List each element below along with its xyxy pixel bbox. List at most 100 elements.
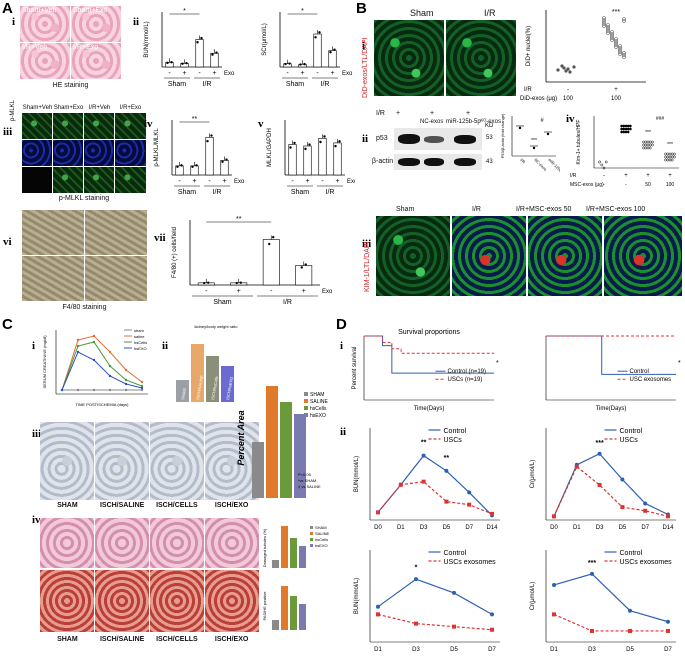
- chart-bun-exos: BUN(mmol/L) D1 D3 D5 D7 Control USCs exosomes *: [354, 550, 500, 653]
- dose-2: 100: [611, 96, 622, 102]
- tick-label: -: [321, 178, 324, 185]
- tick-label: +: [302, 288, 306, 295]
- data-point: [629, 124, 632, 128]
- series-line: [377, 454, 493, 516]
- chart-survival-exos: Time(Days) Control USC exosomes *: [545, 335, 681, 412]
- data-point: [597, 451, 602, 456]
- tick-label: -: [168, 70, 171, 77]
- series-line: [377, 613, 493, 631]
- data-point: [644, 146, 648, 150]
- row-msc: MSC-exos (μg): [570, 182, 604, 188]
- kim-image-ir: [452, 216, 526, 296]
- group-label-ir: I/R: [213, 189, 222, 196]
- x-axis-label: TIME POSTISCHEMIA (days): [76, 402, 130, 407]
- data-point: [323, 135, 326, 138]
- scatter-point: [614, 39, 618, 43]
- data-point: [376, 612, 380, 617]
- data-point: [181, 62, 184, 65]
- sig-mark: *: [183, 8, 186, 15]
- x-tick-label: D0: [550, 525, 558, 531]
- data-point: [673, 155, 676, 159]
- note: ‡ vs SALINE: [298, 484, 321, 489]
- red-image-saline: [95, 570, 149, 632]
- legend-swatch: [310, 532, 313, 535]
- mlkl-col-2: Sham+Exo: [53, 105, 84, 111]
- legend-label: Control (n=19): [448, 369, 487, 375]
- data-point: [666, 158, 670, 162]
- data-point: [628, 628, 632, 633]
- red-image-cells: [150, 570, 204, 632]
- scatter-point: [622, 55, 626, 59]
- sig-hash: ###: [656, 116, 665, 122]
- tick-label: -: [316, 70, 319, 77]
- data-point: [300, 266, 303, 269]
- legend-label: Control: [620, 550, 643, 557]
- data-point: [624, 127, 628, 131]
- series-line: [553, 453, 669, 517]
- data-point: [225, 158, 228, 161]
- sig-mark: *: [678, 360, 681, 367]
- x-tick-label: I/R: [519, 157, 526, 164]
- sublabel-c-ii: ii: [162, 340, 169, 352]
- chart-did-nuclei: DiD+ nuclei(%) *** I/R - + DiD-exos (μg) 100 10…: [520, 9, 646, 102]
- x-tick-label: D7: [465, 525, 473, 531]
- note: P<0.05: [298, 472, 312, 477]
- data-point: [670, 155, 674, 159]
- legend-label: USC exosomes: [630, 377, 672, 383]
- msc-dose: 50: [645, 182, 651, 188]
- legend-label: USCs (n=19): [448, 377, 483, 383]
- data-point: [490, 511, 494, 516]
- data-point: [268, 242, 271, 246]
- group-label-sham: Sham: [168, 81, 186, 88]
- kim-image-ir-50: [528, 216, 602, 296]
- bar-label: SHAM: [180, 388, 187, 400]
- series-line: [61, 341, 143, 391]
- x-tick-label: miR-125b-5pᴷᴼ-exos: [547, 157, 560, 186]
- series-line: [377, 481, 493, 515]
- panel-label-a: A: [2, 0, 13, 17]
- group-label-ir: I/R: [321, 81, 330, 88]
- data-point: [108, 364, 112, 368]
- data-point: [421, 479, 426, 484]
- mlkl-col-3: I/R+Veh: [88, 105, 111, 111]
- legend-swatch: [304, 399, 308, 403]
- sig-mark: *: [415, 565, 418, 572]
- chart-scr: SCr(μmol/L) - + - + Exo Sham I/R *: [262, 8, 353, 88]
- y-axis-label: F4/80 (+) cells/field: [172, 227, 178, 278]
- data-point: [303, 62, 306, 66]
- data-point: [626, 130, 630, 134]
- data-point: [92, 358, 96, 362]
- scatter-point: [622, 53, 626, 57]
- y-axis-label: Percent survival: [352, 347, 358, 390]
- legend-swatch: [304, 392, 308, 396]
- data-point: [299, 63, 302, 66]
- bar: [290, 596, 297, 630]
- bar: [191, 344, 204, 402]
- x-tick-label: D1: [397, 525, 405, 531]
- note: *vs SHAM: [298, 478, 316, 483]
- mlkl-row-1: p-MLKL: [10, 99, 16, 121]
- data-point: [289, 146, 292, 149]
- tick-label: +: [182, 70, 186, 77]
- chart-p53: P53/β-actin (fold change) *** # I/R NC-exos m…: [500, 113, 560, 186]
- sig-mark: ***: [612, 9, 620, 16]
- wb-group-ko: miR-125b-5pᴷᴼ-exos: [446, 119, 501, 125]
- data-point: [467, 490, 472, 495]
- legend-label: USCs exosomes: [620, 559, 673, 566]
- scatter-point: [602, 16, 606, 20]
- data-point: [642, 146, 645, 150]
- kim-title-1: Sham: [396, 206, 415, 213]
- data-point: [318, 31, 321, 34]
- scatter-point: [564, 69, 568, 73]
- he-image-sham-exo: Sham+Exo: [71, 6, 121, 42]
- msc-dose: -: [625, 182, 627, 188]
- legend-label: hsCells: [315, 537, 328, 542]
- mlkl-image-3-4: [115, 167, 146, 193]
- data-point: [140, 388, 144, 392]
- survival-line: [546, 335, 676, 375]
- data-point: [92, 340, 96, 344]
- scatter-point: [602, 20, 606, 24]
- mlkl-image-1-1: [22, 113, 52, 139]
- f480-image-2: [85, 210, 147, 255]
